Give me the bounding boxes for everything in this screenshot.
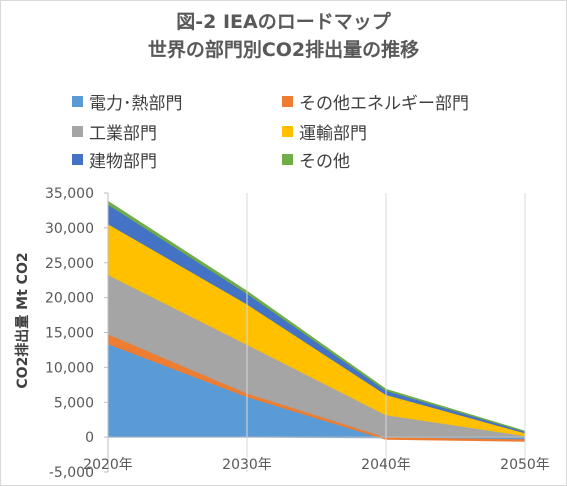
- y-axis-label: CO2排出量 Mt CO2: [14, 252, 31, 388]
- legend-label: 運輸部門: [299, 123, 367, 144]
- y-tick-label: -5,000: [49, 465, 94, 481]
- legend-swatch: [72, 153, 83, 165]
- legend-label: 建物部門: [89, 151, 157, 172]
- y-tick-label: 30,000: [45, 221, 94, 237]
- y-tick-label: 5,000: [54, 395, 94, 411]
- x-tick-label: 2030年: [222, 457, 272, 473]
- legend-label: 電力･熱部門: [89, 93, 183, 114]
- y-tick-label: 0: [85, 430, 94, 446]
- legend-swatch: [72, 125, 83, 137]
- legend-item: 運輸部門: [282, 118, 367, 144]
- x-tick-label: 2040年: [361, 457, 411, 473]
- x-tick-label: 2050年: [500, 457, 550, 473]
- y-tick-label: 10,000: [45, 360, 94, 376]
- legend-item: 工業部門: [72, 118, 157, 144]
- legend-swatch: [282, 153, 293, 165]
- y-tick-label: 35,000: [45, 186, 94, 202]
- x-tick-label: 2020年: [83, 457, 133, 473]
- legend-item: 電力･熱部門: [72, 88, 183, 114]
- legend-swatch: [72, 95, 83, 107]
- y-tick-label: 15,000: [45, 326, 94, 342]
- legend-label: その他: [299, 151, 350, 172]
- legend-label: その他エネルギー部門: [299, 93, 469, 114]
- legend-item: 建物部門: [72, 146, 157, 172]
- chart-title: 図-2 IEAのロードマップ: [176, 11, 391, 33]
- y-tick-label: 25,000: [45, 256, 94, 272]
- legend-swatch: [282, 95, 293, 107]
- legend-label: 工業部門: [89, 123, 157, 144]
- chart-title-block: 図-2 IEAのロードマップ 世界の部門別CO2排出量の推移: [0, 8, 567, 64]
- legend-item: その他: [282, 146, 350, 172]
- chart-subtitle: 世界の部門別CO2排出量の推移: [147, 39, 420, 61]
- area-series-group: [107, 200, 526, 442]
- legend-swatch: [282, 125, 293, 137]
- legend-item: その他エネルギー部門: [282, 88, 469, 114]
- y-tick-label: 20,000: [45, 291, 94, 307]
